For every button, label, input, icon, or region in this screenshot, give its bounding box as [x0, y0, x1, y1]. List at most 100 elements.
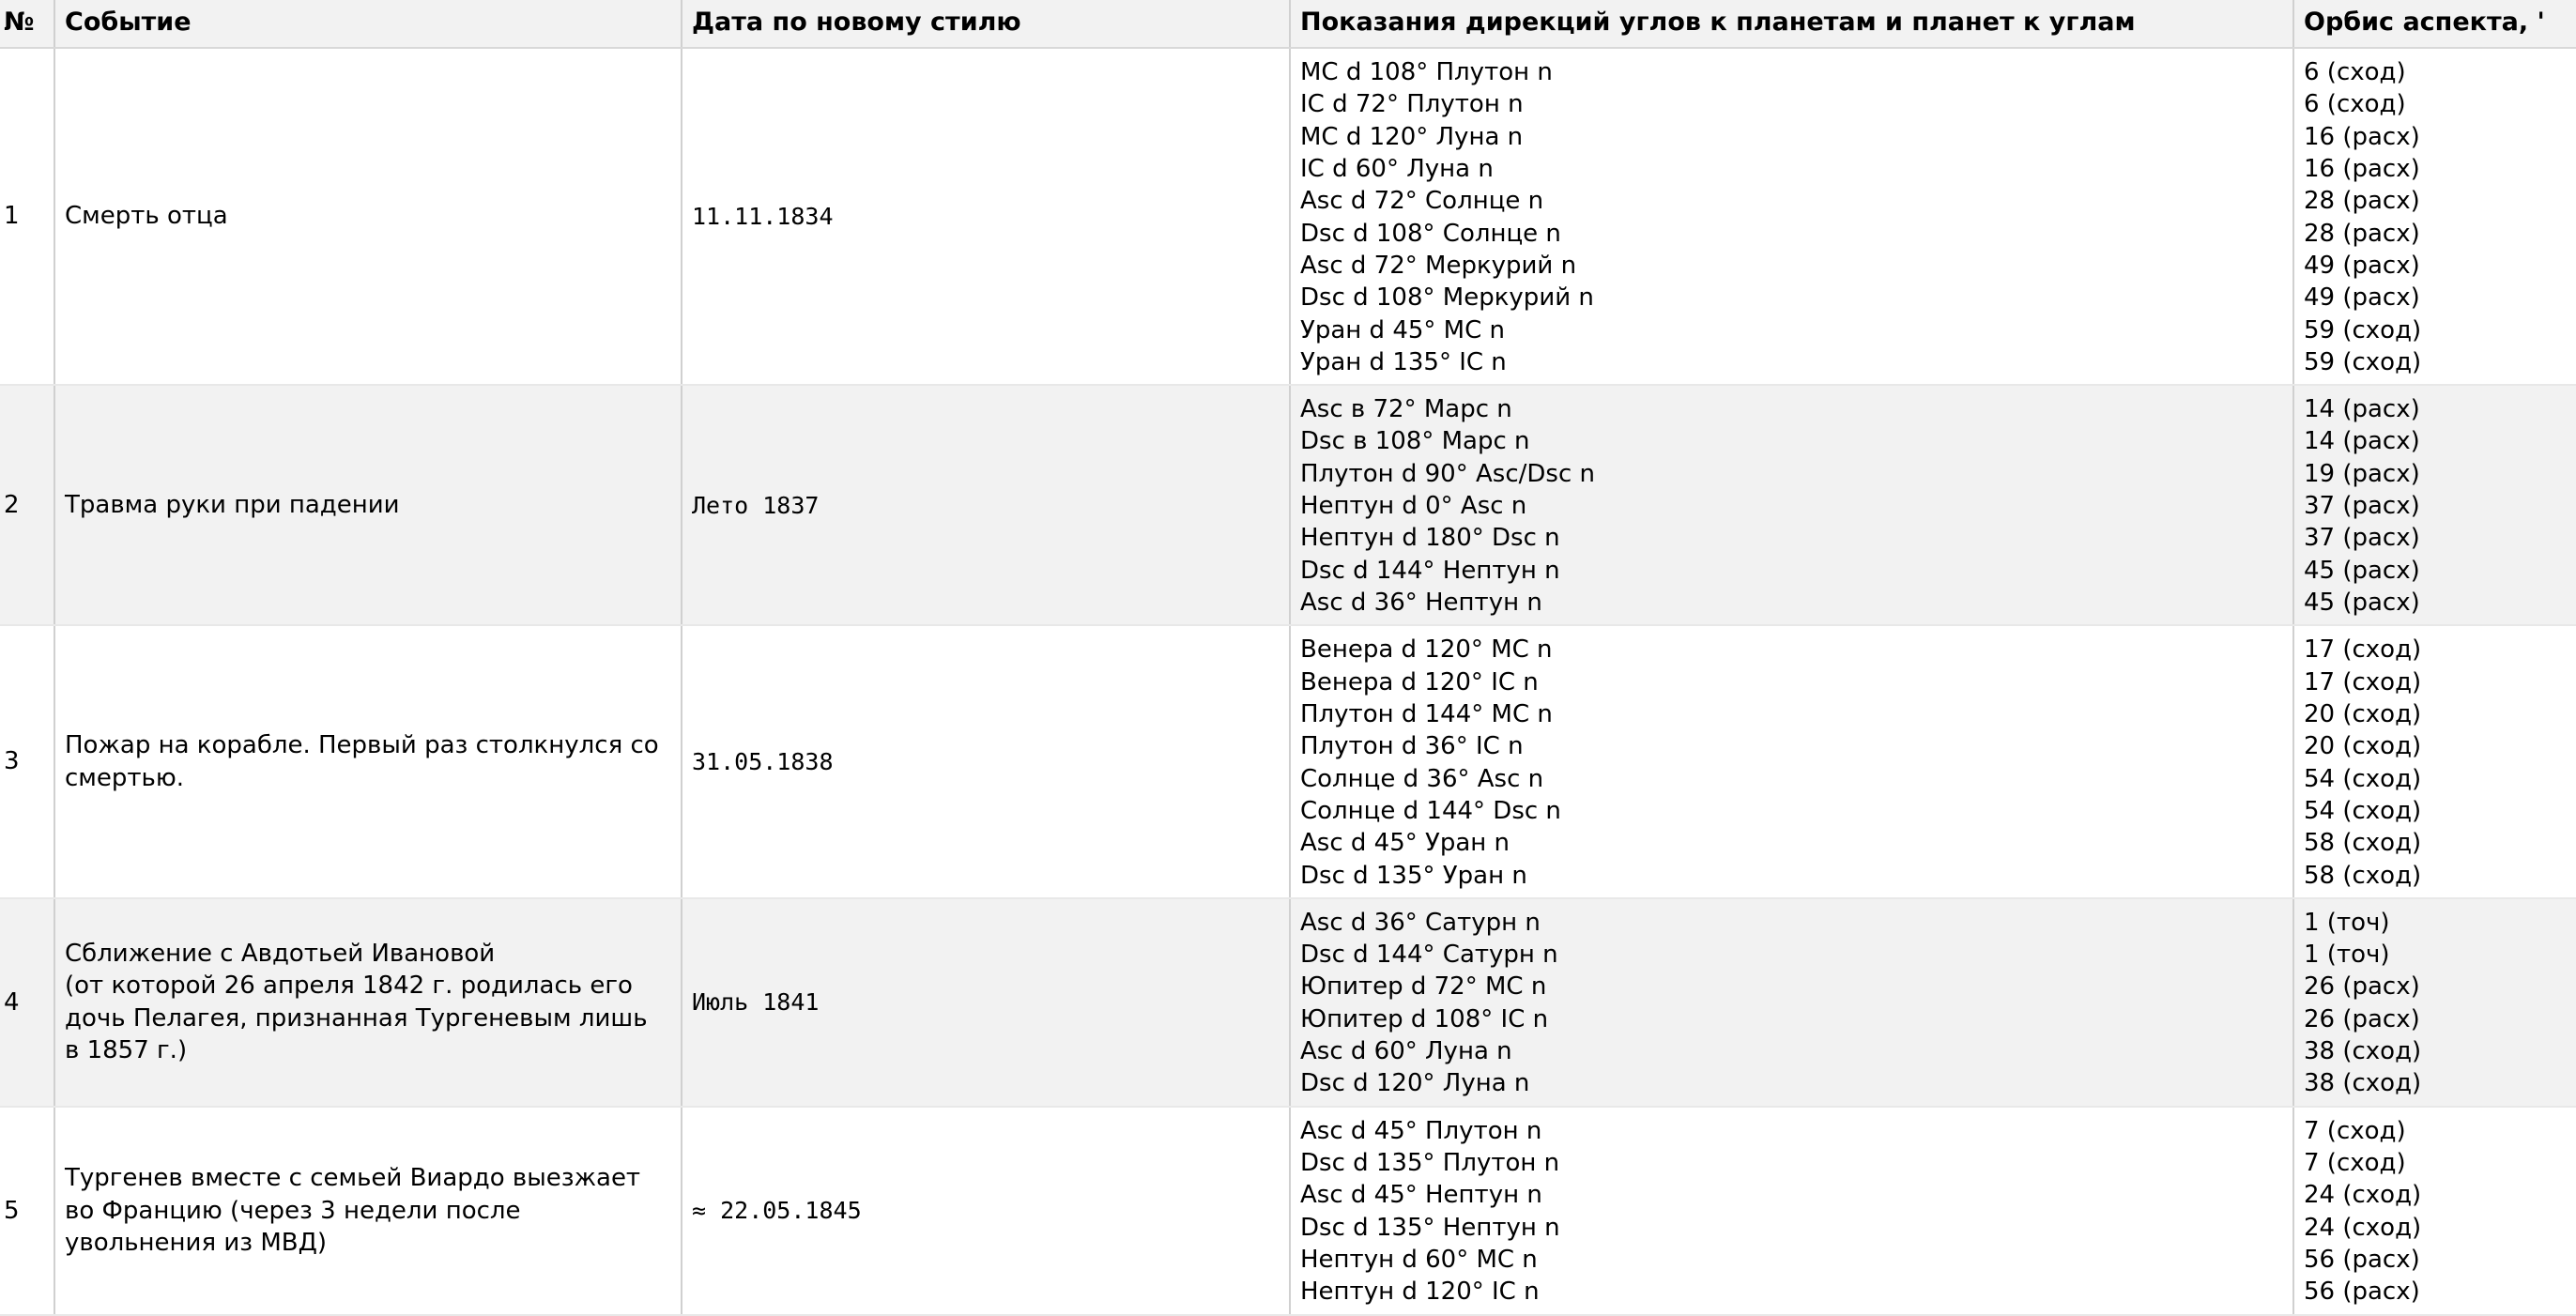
event-date: Лето 1837: [682, 385, 1291, 627]
stack-line: Юпитер d 108° IC n: [1300, 1004, 1549, 1033]
aspect-list: Asc d 45° Плутон n Dsc d 135° Плутон n Asc…: [1290, 1106, 2294, 1316]
stack-line: 28 (расх): [2304, 219, 2420, 248]
stack-line: Нептун d 120° IC n: [1300, 1278, 1540, 1307]
column-header-orbis: Орбис аспекта, ': [2293, 0, 2576, 50]
aspect-list: Венера d 120° MC n Венера d 120° IC n Плут…: [1290, 625, 2294, 899]
stack-line: 6 (сход): [2304, 90, 2406, 119]
stack-line: Asc d 60° Луна n: [1300, 1037, 1512, 1066]
stack-line: 14 (расх): [2304, 395, 2420, 424]
stack-line: 7 (сход): [2304, 1116, 2406, 1145]
event-text: Травма руки при падении: [54, 385, 682, 627]
stack-line: Asc d 36° Сатурн n: [1300, 908, 1541, 937]
stack-line: 38 (сход): [2304, 1069, 2422, 1098]
stack-line: 28 (расх): [2304, 187, 2420, 216]
table-row: 4 Сближение с Авдотьей Ивановой (от кото…: [0, 897, 2576, 1108]
stack-line: Dsc d 144° Сатурн n: [1300, 941, 1558, 970]
event-text: Тургенев вместе с семьей Виардо выезжает…: [54, 1106, 682, 1316]
row-number: 1: [0, 48, 55, 387]
column-header-date: Дата по новому стилю: [682, 0, 1291, 50]
event-date: 11.11.1834: [682, 48, 1291, 387]
stack-line: Asc d 72° Меркурий n: [1300, 251, 1577, 280]
stack-line: 37 (расх): [2304, 524, 2420, 553]
stack-line: Нептун d 0° Asc n: [1300, 492, 1527, 521]
stack-line: 45 (расх): [2304, 556, 2420, 585]
stack-line: Asc d 45° Уран n: [1300, 829, 1510, 858]
stack-line: 26 (расх): [2304, 1004, 2420, 1033]
stack-line: Dsc d 120° Луна n: [1300, 1069, 1530, 1098]
stack-line: MC d 108° Плутон n: [1300, 58, 1553, 87]
column-header-event: Событие: [54, 0, 682, 50]
stack-line: Плутон d 36° IC n: [1300, 732, 1524, 761]
orbis-list: 6 (сход) 6 (сход) 16 (расх) 16 (расх) 28 (ра…: [2293, 48, 2576, 387]
stack-line: 58 (сход): [2304, 829, 2422, 858]
stack-line: Asc d 36° Нептун n: [1300, 589, 1542, 618]
stack-line: 14 (расх): [2304, 427, 2420, 456]
stack-line: 6 (сход): [2304, 58, 2406, 87]
stack-line: 56 (расх): [2304, 1278, 2420, 1307]
stack-line: 37 (расх): [2304, 492, 2420, 521]
event-date: Июль 1841: [682, 897, 1291, 1108]
stack-line: 58 (сход): [2304, 861, 2422, 890]
aspect-list: MC d 108° Плутон n IC d 72° Плутон n MC d …: [1290, 48, 2294, 387]
stack-line: Нептун d 60° MC n: [1300, 1245, 1538, 1274]
stack-line: Солнце d 144° Dsc n: [1300, 796, 1561, 825]
stack-line: IC d 60° Луна n: [1300, 154, 1494, 183]
stack-line: Dsc d 108° Меркурий n: [1300, 283, 1594, 313]
stack-line: 56 (расх): [2304, 1245, 2420, 1274]
event-text: Сближение с Авдотьей Ивановой (от которо…: [54, 897, 682, 1108]
stack-line: 1 (точ): [2304, 908, 2390, 937]
table-row: 5 Тургенев вместе с семьей Виардо выезжа…: [0, 1106, 2576, 1316]
table-header-row: № Событие Дата по новому стилю Показания…: [0, 0, 2576, 50]
stack-line: Dsc d 135° Плутон n: [1300, 1149, 1560, 1178]
row-number: 5: [0, 1106, 55, 1316]
stack-line: Asc d 45° Плутон n: [1300, 1116, 1542, 1145]
stack-line: 16 (расх): [2304, 122, 2420, 151]
column-header-number: №: [0, 0, 55, 50]
stack-line: Уран d 45° MC n: [1300, 315, 1505, 344]
event-text: Пожар на корабле. Первый раз столкнулся …: [54, 625, 682, 899]
event-text: Смерть отца: [54, 48, 682, 387]
stack-line: 24 (сход): [2304, 1181, 2422, 1210]
stack-line: 20 (сход): [2304, 732, 2422, 761]
stack-line: Dsc d 135° Нептун n: [1300, 1213, 1560, 1242]
row-number: 3: [0, 625, 55, 899]
stack-line: Dsc в 108° Марс n: [1300, 427, 1530, 456]
stack-line: Плутон d 144° MC n: [1300, 699, 1553, 728]
stack-line: 16 (расх): [2304, 154, 2420, 183]
stack-line: Венера d 120° MC n: [1300, 635, 1553, 665]
stack-line: 59 (сход): [2304, 315, 2422, 344]
stack-line: 24 (сход): [2304, 1213, 2422, 1242]
stack-line: 1 (точ): [2304, 941, 2390, 970]
row-number: 4: [0, 897, 55, 1108]
table-header: № Событие Дата по новому стилю Показания…: [0, 0, 2576, 50]
stack-line: 20 (сход): [2304, 699, 2422, 728]
stack-line: Плутон d 90° Asc/Dsc n: [1300, 459, 1595, 488]
aspect-list: Asc d 36° Сатурн n Dsc d 144° Сатурн n Юпи…: [1290, 897, 2294, 1108]
stack-line: Asc d 45° Нептун n: [1300, 1181, 1542, 1210]
stack-line: IC d 72° Плутон n: [1300, 90, 1524, 119]
stack-line: 54 (сход): [2304, 796, 2422, 825]
stack-line: Уран d 135° IC n: [1300, 347, 1507, 376]
table-row: 2 Травма руки при падении Лето 1837 Asc …: [0, 385, 2576, 627]
stack-line: 17 (сход): [2304, 667, 2422, 696]
orbis-list: 14 (расх) 14 (расх) 19 (расх) 37 (расх) 37 (…: [2293, 385, 2576, 627]
stack-line: 7 (сход): [2304, 1149, 2406, 1178]
orbis-list: 17 (сход) 17 (сход) 20 (сход) 20 (сход) 54 (…: [2293, 625, 2576, 899]
column-header-aspect: Показания дирекций углов к планетам и пл…: [1290, 0, 2294, 50]
stack-line: Нептун d 180° Dsc n: [1300, 524, 1560, 553]
stack-line: 19 (расх): [2304, 459, 2420, 488]
stack-line: 26 (расх): [2304, 972, 2420, 1002]
stack-line: Dsc d 108° Солнце n: [1300, 219, 1561, 248]
stack-line: 49 (расх): [2304, 251, 2420, 280]
orbis-list: 7 (сход) 7 (сход) 24 (сход) 24 (сход) 56 (ра…: [2293, 1106, 2576, 1316]
stack-line: 17 (сход): [2304, 635, 2422, 665]
stack-line: Солнце d 36° Asc n: [1300, 764, 1544, 793]
stack-line: Юпитер d 72° MC n: [1300, 972, 1547, 1002]
stack-line: MC d 120° Луна n: [1300, 122, 1524, 151]
event-date: ≈ 22.05.1845: [682, 1106, 1291, 1316]
stack-line: Asc в 72° Марс n: [1300, 395, 1512, 424]
row-number: 2: [0, 385, 55, 627]
stack-line: Dsc d 135° Уран n: [1300, 861, 1527, 890]
stack-line: Венера d 120° IC n: [1300, 667, 1539, 696]
stack-line: 49 (расх): [2304, 283, 2420, 313]
